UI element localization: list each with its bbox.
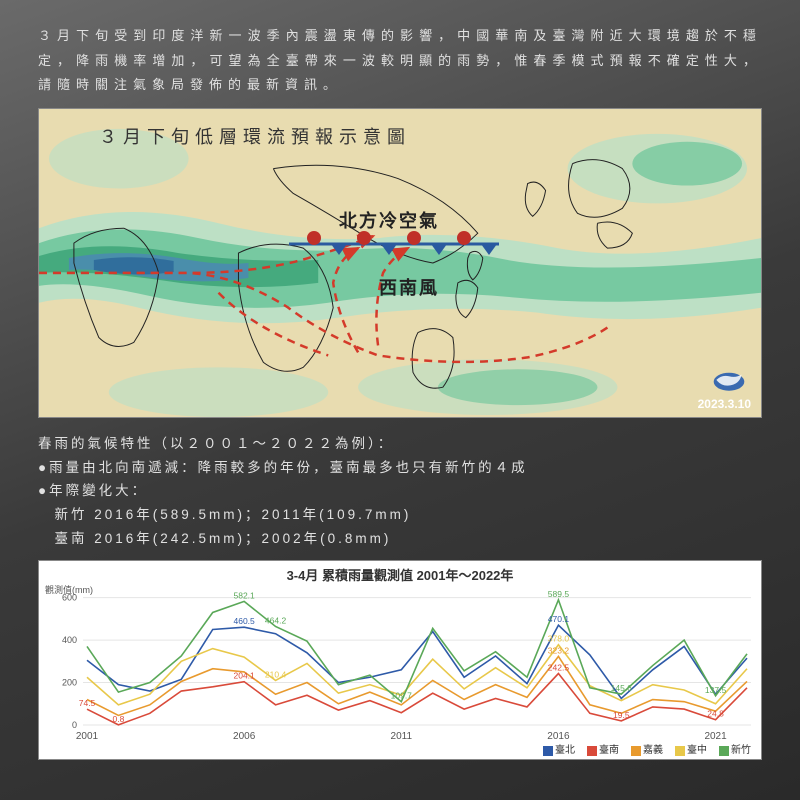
svg-text:460.5: 460.5: [234, 616, 256, 626]
climate-heading: 春雨的氣候特性（以２００１～２０２２為例）：: [38, 432, 762, 456]
svg-text:200: 200: [62, 678, 77, 688]
map-title: ３月下旬低層環流預報示意圖: [99, 123, 411, 149]
svg-text:145.6: 145.6: [611, 683, 633, 693]
svg-text:2006: 2006: [233, 731, 256, 742]
chart-plot: 020040060020012006201120162021582.1460.5…: [83, 587, 751, 725]
svg-text:2001: 2001: [76, 731, 99, 742]
label-southwest-wind: 西南風: [379, 274, 439, 300]
svg-text:2011: 2011: [391, 731, 413, 742]
climate-text: 春雨的氣候特性（以２００１～２０２２為例）： ●雨量由北向南遞減：降雨較多的年份…: [38, 432, 762, 550]
chart-panel: 3-4月 累積雨量觀測值 2001年～2022年 觀測值(mm) 0200400…: [38, 560, 762, 760]
svg-text:109.7: 109.7: [391, 691, 413, 701]
svg-text:242.5: 242.5: [548, 663, 570, 673]
svg-text:74.5: 74.5: [79, 698, 96, 708]
climate-line2: ●年際變化大：: [38, 479, 762, 503]
chart-svg: 020040060020012006201120162021582.1460.5…: [83, 587, 751, 725]
svg-text:400: 400: [62, 635, 77, 645]
svg-text:470.1: 470.1: [548, 614, 570, 624]
map-date: 2023.3.10: [698, 397, 751, 411]
climate-line1: ●雨量由北向南遞減：降雨較多的年份，臺南最多也只有新竹的４成: [38, 456, 762, 480]
svg-text:204.1: 204.1: [234, 671, 256, 681]
svg-text:0: 0: [72, 720, 77, 730]
chart-legend: 臺北臺南嘉義臺中新竹: [531, 741, 751, 756]
map-panel: ３月下旬低層環流預報示意圖 北方冷空氣 西南風 2023.3.10: [38, 108, 762, 418]
intro-text: ３月下旬受到印度洋新一波季內震盪東傳的影響，中國華南及臺灣附近大環境趨於不穩定，…: [38, 24, 762, 98]
svg-text:19.5: 19.5: [613, 710, 630, 720]
front-symbol: [289, 229, 509, 259]
svg-text:210.4: 210.4: [265, 670, 287, 680]
label-cold-air: 北方冷空氣: [339, 207, 439, 233]
svg-text:600: 600: [62, 593, 77, 603]
climate-line3: 新竹 2016年(589.5mm)；2011年(109.7mm): [38, 503, 762, 527]
svg-text:582.1: 582.1: [234, 591, 256, 601]
chart-title: 3-4月 累積雨量觀測值 2001年～2022年: [39, 561, 761, 584]
svg-text:24.8: 24.8: [707, 709, 724, 719]
svg-text:323.2: 323.2: [548, 646, 570, 656]
svg-text:137.5: 137.5: [705, 685, 727, 695]
map-svg: [39, 109, 761, 417]
svg-text:0.8: 0.8: [113, 714, 125, 724]
svg-text:464.2: 464.2: [265, 616, 287, 626]
svg-text:589.5: 589.5: [548, 589, 570, 599]
climate-line4: 臺南 2016年(242.5mm)；2002年(0.8mm): [38, 527, 762, 551]
cwb-logo-icon: [711, 365, 747, 393]
svg-text:378.0: 378.0: [548, 634, 570, 644]
